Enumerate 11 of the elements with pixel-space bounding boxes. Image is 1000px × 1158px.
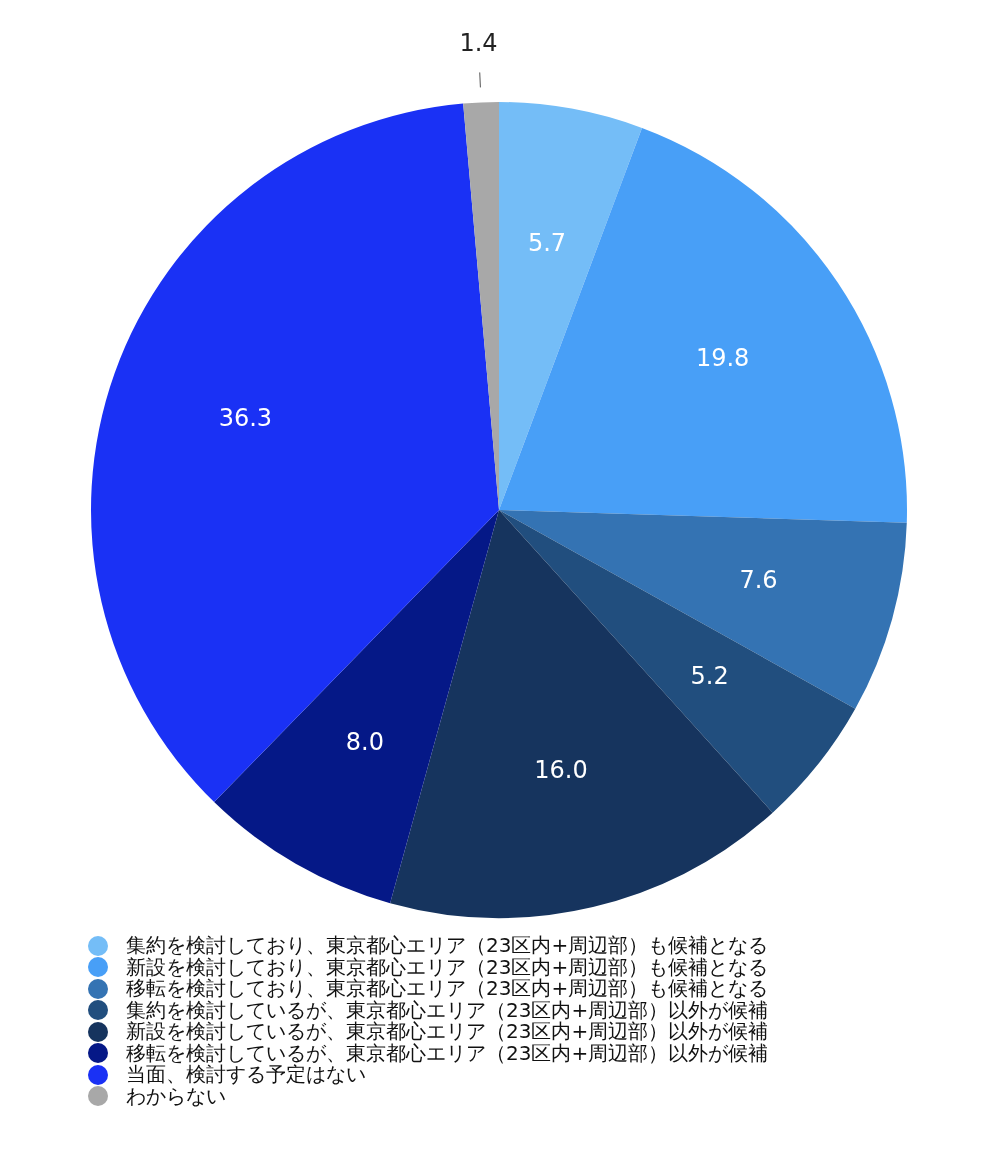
data-label: 36.3 [218, 403, 273, 432]
data-label: 8.0 [345, 727, 384, 756]
data-label: 1.4 [459, 28, 498, 57]
data-label: 5.7 [527, 229, 567, 258]
data-label: 16.0 [534, 756, 588, 785]
legend-label: わからない [126, 1083, 226, 1108]
data-label: 7.6 [739, 566, 778, 595]
data-label: 5.2 [690, 661, 729, 690]
data-label: 19.8 [695, 344, 750, 373]
legend-label: 集約を検討しており、東京都心エリア（23区内+周辺部）も候補となる [126, 933, 769, 957]
legend-label: 当面、検討する予定はない [126, 1062, 366, 1086]
